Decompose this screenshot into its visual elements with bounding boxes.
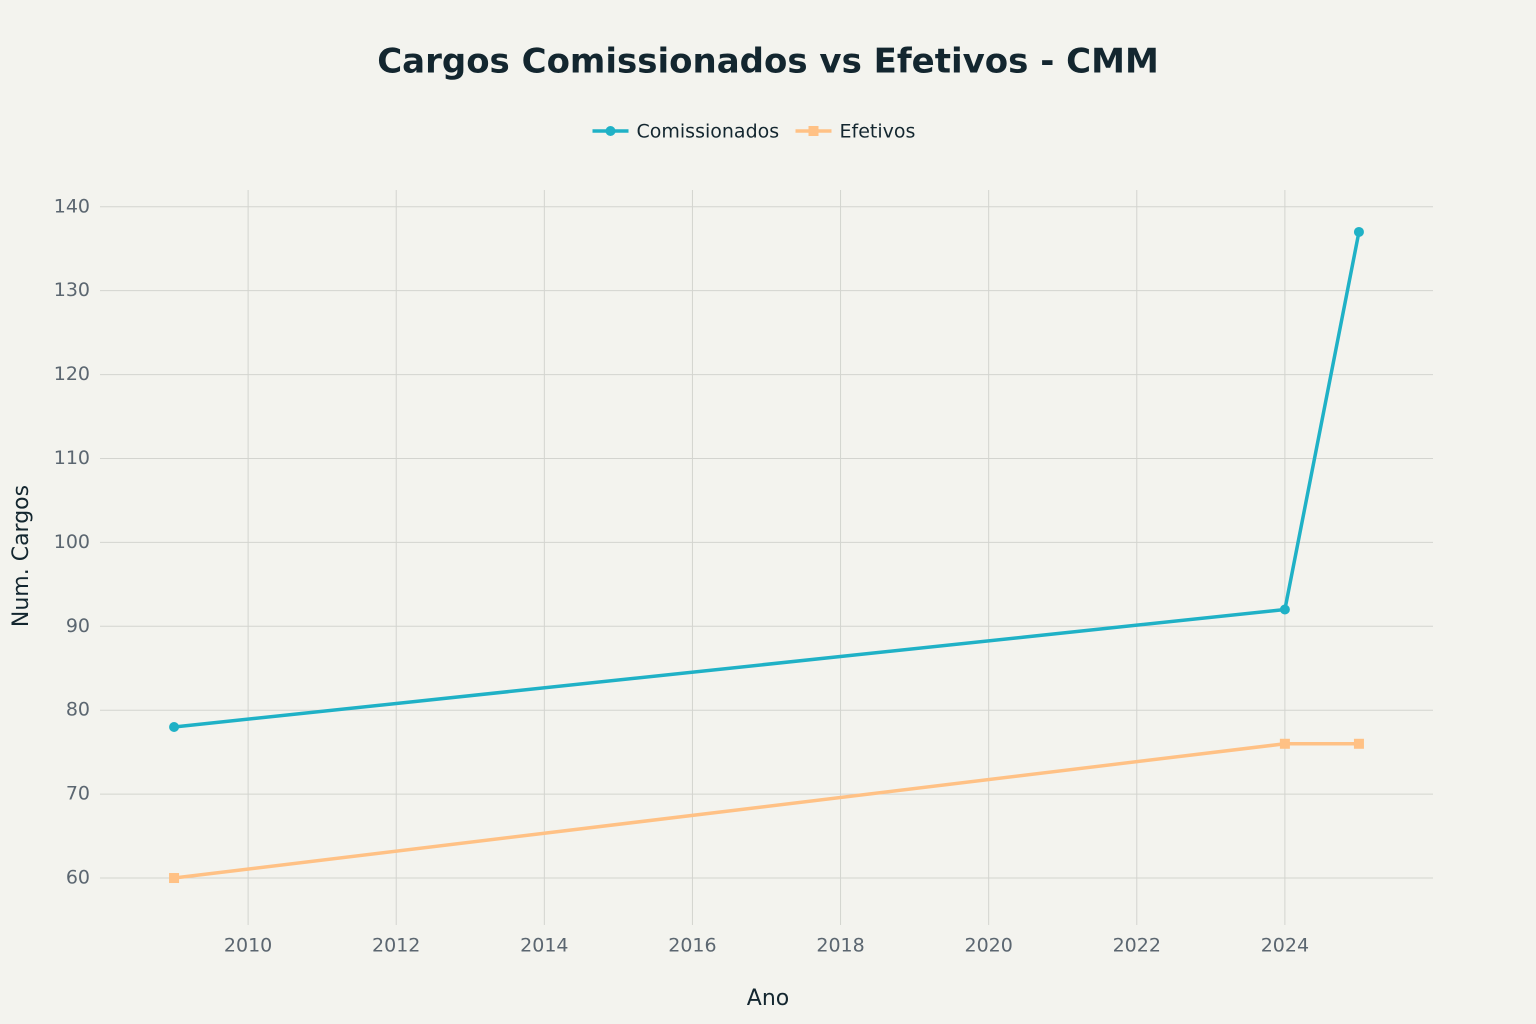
y-tick-label: 90	[66, 615, 90, 637]
x-tick-label: 2024	[1261, 935, 1309, 957]
legend-item: Comissionados	[592, 121, 780, 143]
marker	[808, 126, 819, 136]
marker	[605, 126, 616, 136]
x-tick-label: 2018	[816, 935, 864, 957]
legend-label: Efetivos	[840, 121, 916, 143]
marker	[1353, 738, 1364, 749]
marker	[169, 873, 180, 884]
legend-item: Efetivos	[795, 121, 916, 143]
x-axis-label: Ano	[747, 986, 789, 1011]
marker	[1279, 604, 1290, 615]
chart-title: Cargos Comissionados vs Efetivos - CMM	[377, 42, 1159, 82]
y-tick-label: 130	[54, 279, 90, 301]
y-tick-label: 120	[54, 363, 90, 385]
marker	[169, 721, 180, 732]
x-tick-label: 2020	[964, 935, 1012, 957]
x-tick-label: 2012	[372, 935, 420, 957]
y-tick-label: 60	[66, 867, 90, 889]
marker	[1279, 738, 1290, 749]
x-tick-label: 2022	[1113, 935, 1161, 957]
legend-label: Comissionados	[637, 121, 780, 143]
marker	[1353, 226, 1364, 237]
y-tick-label: 100	[54, 531, 90, 553]
y-tick-label: 140	[54, 195, 90, 217]
x-tick-label: 2010	[224, 935, 272, 957]
y-tick-label: 80	[66, 699, 90, 721]
x-tick-label: 2014	[520, 935, 568, 957]
y-tick-label: 70	[66, 783, 90, 805]
y-axis-label: Num. Cargos	[9, 485, 34, 627]
x-tick-label: 2016	[668, 935, 716, 957]
y-tick-label: 110	[54, 447, 90, 469]
